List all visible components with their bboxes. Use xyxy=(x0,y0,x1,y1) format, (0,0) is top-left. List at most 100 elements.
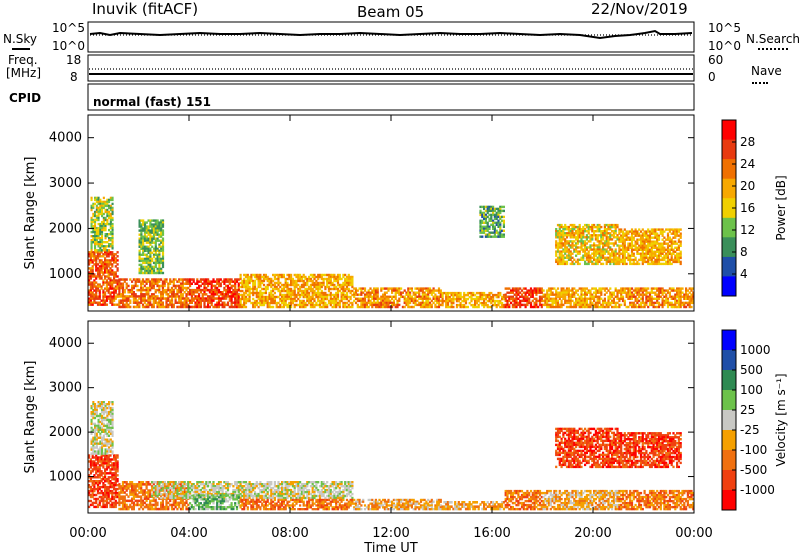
scatter-cell xyxy=(596,297,599,300)
scatter-cell xyxy=(576,260,579,263)
scatter-cell xyxy=(571,232,574,235)
scatter-cell xyxy=(549,299,552,303)
scatter-cell xyxy=(160,257,163,261)
scatter-cell xyxy=(396,305,399,309)
scatter-cell xyxy=(585,230,588,233)
scatter-cell xyxy=(109,251,112,254)
scatter-cell xyxy=(320,291,323,295)
scatter-cell xyxy=(371,289,374,292)
scatter-cell xyxy=(556,250,560,253)
scatter-cell xyxy=(302,295,305,299)
scatter-cell xyxy=(237,299,240,302)
scatter-cell xyxy=(591,256,594,259)
scatter-cell xyxy=(582,250,585,253)
scatter-cell xyxy=(567,242,570,245)
scatter-cell xyxy=(225,284,228,288)
scatter-cell xyxy=(598,297,601,300)
scatter-cell xyxy=(611,260,614,263)
scatter-cell xyxy=(141,286,145,290)
scatter-cell xyxy=(94,218,97,222)
scatter-cell xyxy=(445,301,448,305)
scatter-cell xyxy=(538,287,542,290)
scatter-cell xyxy=(104,202,107,206)
scatter-cell xyxy=(612,299,615,303)
scatter-cell xyxy=(161,231,165,234)
scatter-cell xyxy=(187,291,190,294)
scatter-cell xyxy=(136,305,139,309)
scatter-cell xyxy=(598,244,601,247)
scatter-cell xyxy=(277,301,280,305)
scatter-cell xyxy=(230,299,233,302)
scatter-cell xyxy=(91,265,94,268)
scatter-cell xyxy=(560,234,563,237)
scatter-cell xyxy=(95,267,98,270)
scatter-cell xyxy=(111,218,114,222)
scatter-cell xyxy=(569,244,572,247)
scatter-cell xyxy=(580,301,583,305)
scatter-cell xyxy=(535,293,538,296)
scatter-cell xyxy=(349,297,352,301)
scatter-cell xyxy=(638,262,641,266)
scatter-cell xyxy=(318,293,322,297)
scatter-cell xyxy=(318,305,322,309)
scatter-cell xyxy=(351,275,354,279)
scatter-cell xyxy=(134,305,137,309)
scatter-cell xyxy=(385,305,388,309)
scatter-cell xyxy=(313,275,316,279)
scatter-cell xyxy=(106,245,109,248)
scatter-cell xyxy=(564,295,567,298)
scatter-cell xyxy=(645,303,648,307)
scatter-cell xyxy=(295,303,298,307)
scatter-cell xyxy=(488,305,491,309)
scatter-cell xyxy=(97,200,100,204)
scatter-cell xyxy=(326,305,329,309)
scatter-cell xyxy=(176,284,179,288)
scatter-cell xyxy=(596,225,599,229)
scatter-cell xyxy=(558,303,561,307)
scatter-cell xyxy=(288,305,291,309)
scatter-cell xyxy=(257,275,260,279)
scatter-cell xyxy=(185,299,188,302)
scatter-cell xyxy=(376,303,379,307)
scatter-cell xyxy=(326,283,329,287)
scatter-cell xyxy=(511,295,514,298)
scatter-cell xyxy=(475,297,478,301)
scatter-cell xyxy=(284,293,287,297)
scatter-cell xyxy=(540,303,543,307)
scatter-cell xyxy=(587,252,590,255)
scatter-cell xyxy=(176,280,179,283)
scatter-cell xyxy=(259,293,262,297)
scatter-cell xyxy=(105,297,108,300)
scatter-cell xyxy=(158,286,161,290)
scatter-cell xyxy=(266,283,269,287)
scatter-cell xyxy=(434,295,437,298)
scatter-cell xyxy=(378,301,381,305)
scatter-cell xyxy=(302,305,305,309)
scatter-cell xyxy=(421,301,424,305)
scatter-cell xyxy=(140,295,143,298)
scatter-cell xyxy=(621,299,625,303)
scatter-cell xyxy=(403,295,406,298)
scatter-cell xyxy=(556,232,560,235)
scatter-cell xyxy=(125,305,128,309)
scatter-cell xyxy=(170,291,174,294)
scatter-cell xyxy=(94,247,97,250)
scatter-cell xyxy=(154,261,157,265)
scatter-cell xyxy=(140,231,143,234)
scatter-cell xyxy=(160,278,163,281)
scatter-cell xyxy=(109,295,112,298)
scatter-cell xyxy=(178,301,181,304)
scatter-cell xyxy=(565,291,569,294)
scatter-cell xyxy=(614,232,617,235)
scatter-cell xyxy=(425,293,428,296)
scatter-cell xyxy=(107,253,110,256)
scatter-cell xyxy=(92,212,95,216)
scatter-cell xyxy=(481,295,484,299)
scatter-cell xyxy=(517,303,520,307)
scatter-cell xyxy=(627,297,630,300)
scatter-cell xyxy=(235,305,239,309)
scatter-cell xyxy=(584,291,587,294)
scatter-cell xyxy=(600,234,603,237)
scatter-cell xyxy=(612,236,615,239)
scatter-cell xyxy=(150,282,154,285)
